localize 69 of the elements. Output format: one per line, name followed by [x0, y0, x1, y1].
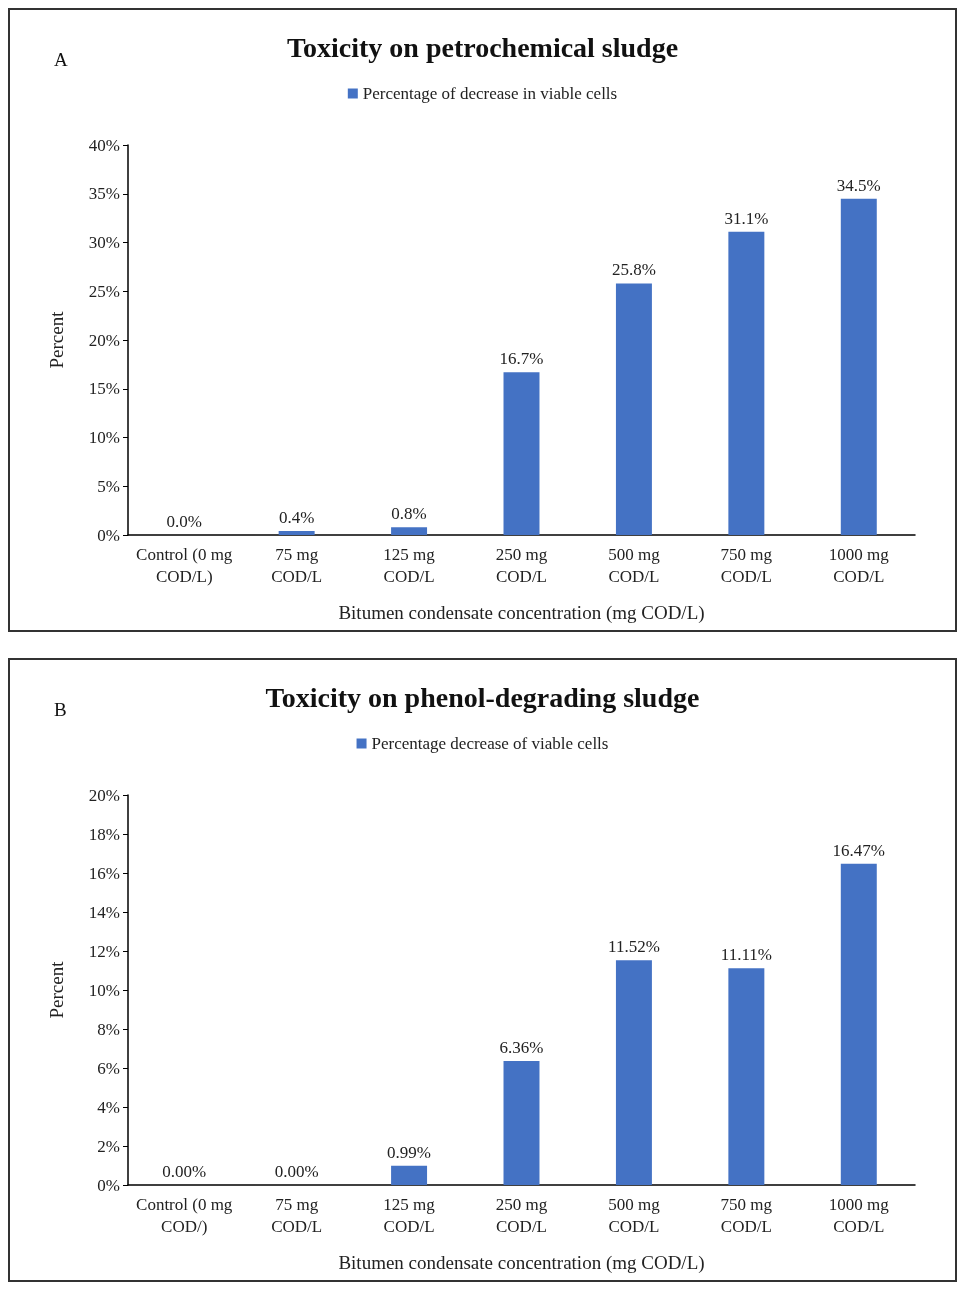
bar — [615, 283, 652, 535]
bar — [728, 968, 765, 1185]
x-tick-label: 1000 mg COD/L — [828, 544, 890, 586]
y-tick-label: 0% — [97, 525, 120, 545]
y-tick-label: 4% — [97, 1097, 120, 1117]
x-tick-label: 1000 mg COD/L — [828, 1194, 890, 1236]
x-axis-title: Bitumen condensate concentration (mg COD/L) — [338, 602, 705, 624]
data-label: 0.00% — [162, 1162, 207, 1181]
y-tick-label: 16% — [88, 863, 120, 883]
y-tick-label: 35% — [88, 184, 120, 204]
bar — [391, 1165, 428, 1185]
bar — [278, 531, 315, 535]
data-label: 0.00% — [274, 1162, 319, 1181]
x-tick-label: Control (0 mg COD/) — [136, 1194, 233, 1236]
y-tick-label: 18% — [88, 824, 120, 844]
y-tick-label: 20% — [88, 785, 120, 805]
bar — [840, 198, 877, 535]
y-tick-label: 40% — [88, 135, 120, 155]
y-tick-label: 12% — [88, 941, 120, 961]
y-tick-label: 25% — [88, 281, 120, 301]
data-label: 11.11% — [720, 945, 772, 965]
y-tick-label: 10% — [88, 980, 120, 1000]
data-label: 0.4% — [278, 508, 315, 528]
y-tick-label: 10% — [88, 428, 120, 447]
text: B — [54, 699, 67, 720]
y-tick-label: 30% — [88, 233, 120, 252]
legend-label: Percentage of decrease in viable cells — [362, 84, 618, 103]
bar — [391, 527, 428, 535]
x-tick-label: 500 mg COD/L — [608, 1194, 661, 1236]
y-tick-label: 5% — [97, 476, 120, 496]
data-label: 0.99% — [387, 1142, 432, 1162]
data-label: 16.47% — [832, 840, 885, 860]
y-tick-label: 8% — [97, 1019, 120, 1039]
x-tick-label: 125 mg COD/L — [383, 544, 436, 586]
data-label: 6.36% — [499, 1037, 544, 1057]
y-axis-title: Percent — [46, 310, 67, 369]
x-tick-label: Control (0 mg COD/L) — [136, 544, 233, 586]
y-tick-label: 2% — [97, 1136, 120, 1156]
data-label: 16.7% — [499, 349, 544, 369]
x-tick-label: 250 mg COD/L — [495, 1194, 548, 1236]
x-tick-label: 500 mg COD/L — [608, 544, 661, 586]
bar — [840, 863, 877, 1185]
y-tick-label: 14% — [88, 902, 120, 922]
x-tick-label: 750 mg COD/L — [720, 544, 773, 586]
x-tick-label: 75 mg COD/L — [271, 1194, 323, 1236]
data-label: 25.8% — [611, 260, 656, 280]
y-tick-label: 15% — [88, 379, 120, 399]
data-label: 0.0% — [166, 512, 202, 531]
text: A — [54, 49, 68, 70]
data-label: 11.52% — [608, 937, 660, 957]
data-label: 34.5% — [836, 175, 881, 195]
chart-title: Toxicity on phenol-degrading sludge — [265, 681, 700, 713]
x-tick-label: 250 mg COD/L — [495, 544, 548, 586]
y-tick-label: 6% — [97, 1058, 120, 1078]
y-tick-label: 0% — [97, 1175, 120, 1195]
bar — [728, 231, 765, 535]
x-axis-title: Bitumen condensate concentration (mg COD/L) — [338, 1252, 705, 1274]
bar — [615, 960, 652, 1185]
y-axis-title: Percent — [46, 960, 67, 1019]
data-label: 0.8% — [391, 504, 427, 524]
legend-label: Percentage decrease of viable cells — [371, 734, 609, 753]
data-label: 31.1% — [724, 208, 769, 228]
x-tick-label: 75 mg COD/L — [271, 544, 323, 586]
x-tick-label: 750 mg COD/L — [720, 1194, 773, 1236]
chart-title: Toxicity on petrochemical sludge — [286, 31, 679, 63]
bar — [503, 1060, 540, 1185]
bar — [503, 372, 540, 535]
x-tick-label: 125 mg COD/L — [383, 1194, 436, 1236]
y-tick-label: 20% — [88, 330, 120, 350]
